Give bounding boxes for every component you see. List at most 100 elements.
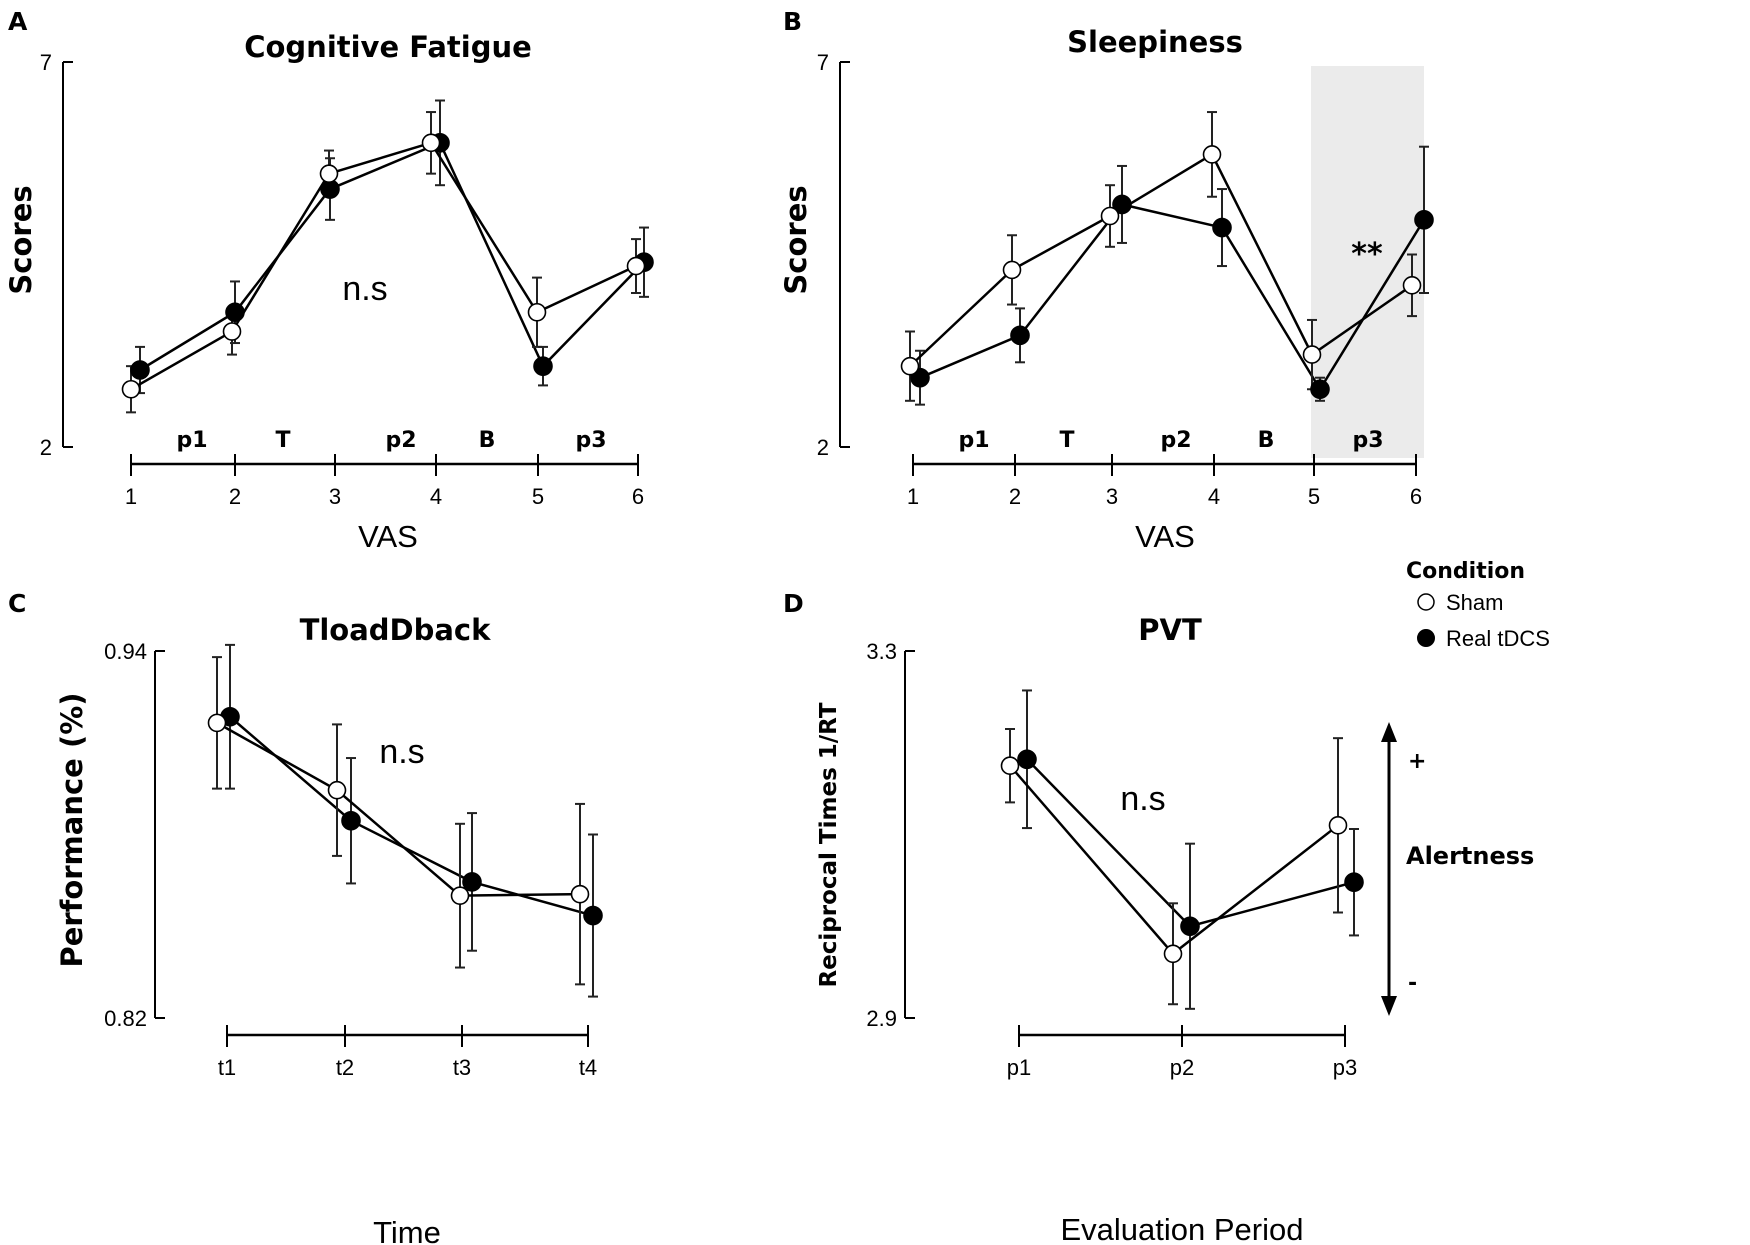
panel-d-x-tick-label: p1	[1007, 1055, 1031, 1080]
panel-a-sham-point	[121, 379, 141, 399]
panel-a: A Cognitive Fatigue Scores VAS n.s	[4, 7, 532, 554]
panel-a-y-tick-label: 7	[40, 50, 52, 75]
panel-a-real-point	[225, 302, 245, 323]
panel-a-period-label: p3	[575, 428, 606, 453]
panel-b-real-point	[1414, 210, 1434, 230]
legend-marker-sham	[1417, 593, 1435, 611]
panel-c-sham-point	[570, 884, 590, 904]
panel-b-real-point	[1212, 217, 1232, 238]
panel-letter-d: D	[783, 589, 804, 618]
panel-c-x-tick-label: t3	[453, 1055, 471, 1080]
x-axis-label: Time	[373, 1215, 441, 1245]
panel-b-real-point	[1112, 194, 1132, 215]
panel-a-sham-point	[527, 302, 547, 322]
panel-a-sham-point	[626, 256, 646, 276]
y-axis-label: Performance (%)	[55, 692, 89, 967]
panel-d-sham-point	[1000, 756, 1020, 775]
panel-b-period-label: p1	[958, 428, 989, 453]
chart-title: Sleepiness	[1067, 25, 1243, 59]
panel-a-period-label: T	[275, 428, 290, 453]
panel-b-real-series-line	[919, 203, 1426, 392]
panel-d-x-tick-label: p2	[1170, 1055, 1194, 1080]
y-axis-label: Scores	[779, 185, 813, 294]
panel-a-x-tick-label: 5	[532, 484, 544, 509]
chart-title: PVT	[1138, 613, 1202, 647]
panel-b-sham-point	[1100, 206, 1120, 226]
y-axis-label: Reciprocal Times 1/RT	[816, 702, 842, 987]
panel-c: C TloadDback Performance (%) Time n.s	[8, 589, 491, 1245]
annotation: n.s	[1120, 780, 1165, 818]
panel-b-real-point	[1310, 379, 1330, 400]
panel-b-y-tick-label: 2	[817, 435, 829, 460]
x-axis-label: VAS	[1135, 519, 1195, 554]
panel-d-sham-point	[1328, 816, 1348, 835]
legend-label-sham: Sham	[1446, 590, 1503, 615]
panel-a-y-tick-label: 2	[40, 435, 52, 460]
alertness-plus: +	[1408, 749, 1426, 774]
panel-c-x-tick-label: t4	[579, 1055, 597, 1080]
panel-b: B Sleepiness Scores VAS **	[779, 7, 1424, 554]
panel-b-x-tick-label: 3	[1106, 484, 1118, 509]
panel-c-real-point	[341, 810, 361, 831]
panel-d-real-point	[1344, 872, 1364, 893]
panel-d-x-tick-label: p3	[1333, 1055, 1357, 1080]
panel-a-sham-series-line	[130, 141, 637, 391]
panel-c-x-tick-label: t2	[336, 1055, 354, 1080]
panel-b-period-label: p3	[1352, 428, 1383, 453]
panel-d-real-point	[1180, 916, 1200, 937]
highlight-region	[1311, 66, 1424, 458]
panel-a-x-tick-label: 3	[329, 484, 341, 509]
panel-b-x-tick-label: 5	[1308, 484, 1320, 509]
panel-b-sham-series-line	[909, 152, 1413, 368]
panel-a-period-label: p1	[176, 428, 207, 453]
panel-c-x-tick-label: t1	[218, 1055, 236, 1080]
panel-c-real-series-line	[229, 715, 594, 917]
x-axis-label: Evaluation Period	[1061, 1212, 1304, 1245]
panel-b-sham-point	[1202, 145, 1222, 164]
panel-a-period-label: B	[479, 428, 496, 453]
panel-b-y-tick-label: 7	[817, 50, 829, 75]
panel-b-sham-point	[900, 356, 920, 376]
panel-d-real-point	[1017, 749, 1037, 770]
panel-letter-c: C	[8, 589, 26, 618]
panel-d-y-tick-label: 3.3	[866, 639, 897, 664]
panel-a-sham-point	[319, 164, 339, 183]
legend: Condition Sham Real tDCS	[1406, 559, 1550, 651]
legend-label-real: Real tDCS	[1446, 626, 1550, 651]
panel-b-period-label: B	[1258, 428, 1275, 453]
panel-a-x-tick-label: 2	[229, 484, 241, 509]
panel-b-x-tick-label: 6	[1410, 484, 1422, 509]
panel-d-sham-point	[1163, 944, 1183, 964]
panel-b-sham-point	[1002, 260, 1022, 280]
panel-b-real-point	[1010, 325, 1030, 346]
panel-letter-b: B	[783, 7, 802, 36]
panel-b-sham-point	[1402, 275, 1422, 295]
panel-c-y-tick-label: 0.94	[104, 639, 147, 664]
legend-marker-real	[1417, 629, 1435, 647]
annotation: n.s	[379, 733, 424, 771]
panel-b-x-tick-label: 2	[1009, 484, 1021, 509]
panel-letter-a: A	[8, 7, 28, 36]
chart-title: Cognitive Fatigue	[244, 30, 532, 64]
panel-b-x-tick-label: 4	[1208, 484, 1220, 509]
panel-b-period-label: p2	[1160, 428, 1191, 453]
panel-c-y-tick-label: 0.82	[104, 1006, 147, 1031]
x-axis-label: VAS	[358, 519, 418, 554]
annotation: n.s	[342, 270, 387, 308]
panel-a-sham-point	[421, 133, 441, 153]
panel-a-sham-point	[222, 322, 242, 341]
panel-c-real-point	[462, 872, 482, 892]
panel-a-period-label: p2	[385, 428, 416, 453]
panel-c-sham-point	[327, 780, 347, 800]
legend-title: Condition	[1406, 559, 1525, 584]
significance-stars: **	[1351, 237, 1383, 272]
panel-a-real-point	[533, 356, 553, 376]
panel-d-y-tick-label: 2.9	[866, 1006, 897, 1031]
panel-c-sham-point	[207, 713, 227, 733]
panel-b-x-tick-label: 1	[907, 484, 919, 509]
panel-b-period-label: T	[1059, 428, 1074, 453]
y-axis-label: Scores	[4, 185, 38, 294]
alertness-arrow	[1381, 722, 1397, 1016]
